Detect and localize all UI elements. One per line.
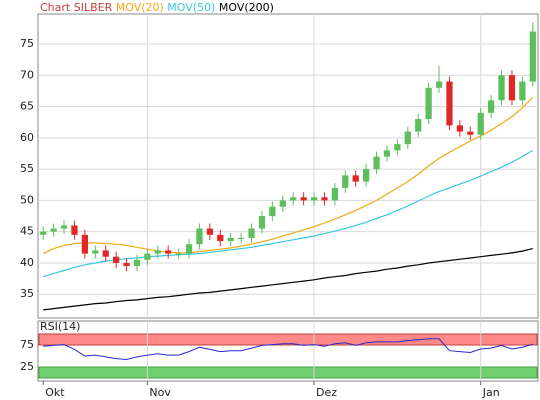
rsi-line — [43, 338, 533, 361]
x-tick-label: Nov — [149, 386, 171, 399]
candle-body — [133, 259, 141, 267]
candle-body — [227, 237, 234, 242]
y-tick-label: 45 — [20, 225, 34, 238]
candle-body — [279, 200, 286, 207]
y-tick-label: 75 — [20, 37, 34, 50]
y-tick-label: 60 — [20, 131, 34, 144]
x-tick-label: Jan — [482, 386, 500, 399]
candle-body — [404, 131, 411, 145]
candle-body — [144, 253, 151, 260]
candle-body — [342, 175, 349, 188]
main-frame — [37, 13, 539, 319]
candle-body — [123, 262, 130, 267]
candle-body — [258, 216, 266, 229]
candle-body — [352, 175, 359, 182]
candle-body — [300, 197, 307, 201]
y-tick-label: 70 — [20, 68, 34, 81]
rsi-title: RSI(14) — [40, 320, 80, 333]
candle-body — [50, 228, 57, 232]
candle-body — [508, 75, 516, 101]
legend-entry: MOV(50) — [167, 1, 215, 14]
y-tick-label: 35 — [20, 287, 34, 300]
legend-entry: MOV(200) — [219, 1, 274, 14]
candle-body — [113, 256, 120, 263]
candle-body — [92, 250, 99, 254]
candle-body — [40, 231, 47, 235]
chart-title: Chart SILBER — [40, 1, 113, 14]
rsi-frame — [37, 320, 539, 382]
x-tick-label: Okt — [45, 386, 65, 399]
legend-entry: MOV(20) — [116, 1, 164, 14]
y-tick-label: 40 — [20, 256, 34, 269]
candle-body — [488, 100, 495, 113]
candle-body — [383, 150, 391, 157]
candle-body — [196, 228, 203, 245]
candle-body — [363, 169, 370, 182]
moving-average — [42, 96, 534, 255]
candle-body — [498, 75, 505, 101]
candle-body — [175, 253, 182, 255]
candle-body — [435, 81, 443, 88]
y-tick-label: 55 — [20, 162, 34, 175]
candle-body — [290, 197, 297, 201]
candle-body — [446, 81, 453, 126]
y-tick-label: 75 — [20, 338, 34, 351]
legend: Chart SILBER MOV(20) MOV(50) MOV(200) — [40, 1, 274, 14]
candle-body — [71, 225, 78, 235]
y-tick-label: 25 — [20, 360, 34, 373]
y-tick-label: 65 — [20, 100, 34, 113]
candle-body — [456, 125, 463, 132]
candle-body — [321, 197, 328, 201]
upper-band — [38, 333, 538, 346]
candle-body — [185, 244, 193, 254]
candle-body — [102, 250, 109, 257]
candle-body — [154, 250, 161, 254]
candle-body — [81, 234, 88, 254]
candle-body — [248, 228, 255, 238]
x-tick-label: Dez — [316, 386, 337, 399]
candle-body — [529, 31, 536, 82]
candle-body — [206, 228, 213, 235]
moving-average — [43, 248, 533, 311]
legend: Chart SILBER MOV(20) MOV(50) MOV(200) — [40, 1, 274, 14]
candle-body — [467, 131, 474, 135]
candle-body — [60, 225, 68, 229]
candle-body — [310, 197, 318, 201]
candle-body — [269, 206, 276, 217]
candle-body — [477, 112, 484, 135]
candle-body — [165, 250, 172, 254]
y-tick-label: 50 — [20, 193, 34, 206]
candle-body — [425, 87, 432, 120]
candle-body — [373, 156, 380, 170]
candle-body — [217, 234, 224, 242]
candle-body — [331, 187, 338, 201]
lower-band — [38, 366, 538, 379]
candle-body — [238, 237, 245, 239]
moving-average — [43, 149, 534, 278]
candle-body — [519, 81, 526, 101]
candle-body — [394, 144, 401, 151]
candle-body — [415, 119, 422, 132]
